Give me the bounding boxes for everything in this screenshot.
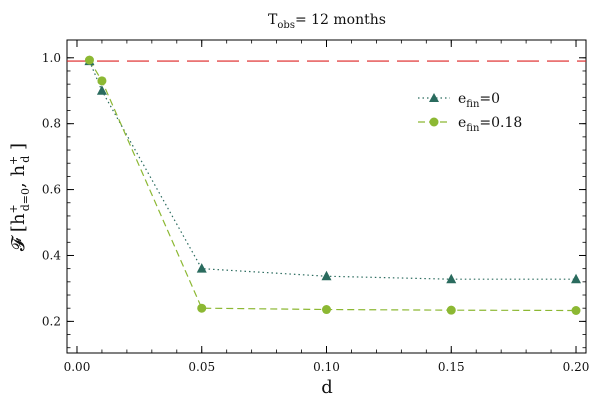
data-point-triangle <box>446 273 457 284</box>
x-tick-label: 0.10 <box>313 360 340 374</box>
y-tick-label: 0.4 <box>42 248 61 262</box>
data-point-triangle <box>571 273 582 284</box>
x-tick-label: 0.05 <box>188 360 215 374</box>
series-line-1 <box>88 59 577 312</box>
y-tick-label: 0.6 <box>42 183 61 197</box>
series-lines <box>88 59 577 312</box>
legend-label-efin018: efin=0.18 <box>458 115 522 134</box>
legend-marker-triangle <box>429 93 439 102</box>
data-point-triangle <box>196 263 207 273</box>
legend: efin=0 efin=0.18 <box>418 91 522 134</box>
x-tick-label: 0.20 <box>563 360 589 374</box>
y-axis-label: 𝓕 [h+d=0, h+d ] <box>7 143 32 251</box>
data-point-circle <box>97 76 107 86</box>
chart-title: Tobs= 12 months <box>268 12 386 31</box>
y-tick-label: 0.2 <box>42 314 61 328</box>
axis-ticks: 0.00 0.05 0.10 0.15 0.20 0.2 0.4 0.6 0.8 1.0 <box>42 40 589 374</box>
data-point-triangle <box>321 270 332 281</box>
data-point-circle <box>446 305 456 315</box>
data-point-circle <box>322 305 331 315</box>
data-point-triangle <box>96 85 107 95</box>
y-tick-label: 1.0 <box>42 51 61 65</box>
y-tick-label: 0.8 <box>42 117 61 131</box>
x-tick-label: 0.00 <box>64 360 91 374</box>
data-point-circle <box>84 55 94 65</box>
series-markers <box>84 55 582 315</box>
data-point-circle <box>571 305 581 315</box>
series-line-0 <box>88 60 577 280</box>
legend-label-efin0: efin=0 <box>458 91 500 110</box>
x-axis-label: d <box>321 377 333 398</box>
legend-marker-circle <box>429 117 439 127</box>
x-tick-label: 0.15 <box>438 360 465 374</box>
data-point-circle <box>197 303 207 313</box>
